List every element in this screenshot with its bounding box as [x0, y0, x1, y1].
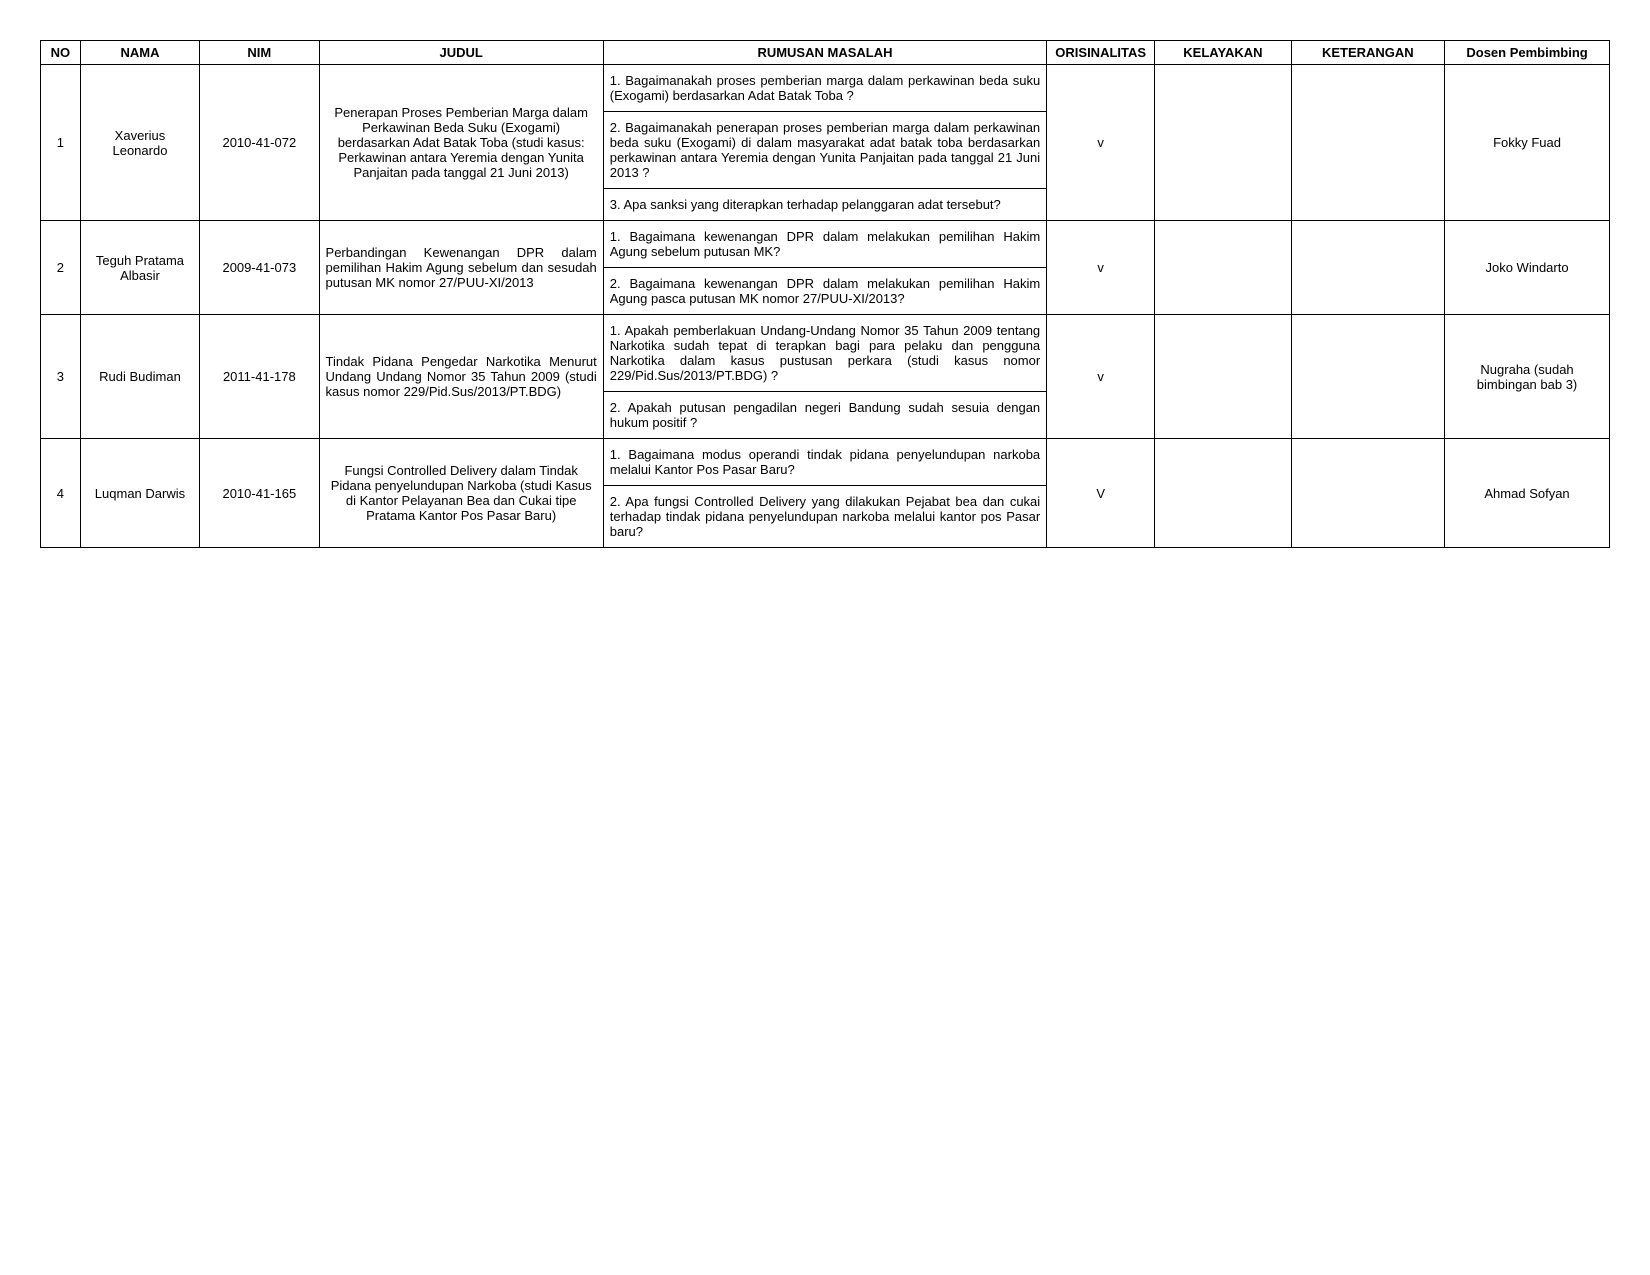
- cell-nama: Luqman Darwis: [80, 439, 199, 548]
- cell-nama: Teguh Pratama Albasir: [80, 221, 199, 315]
- cell-no: 4: [41, 439, 81, 548]
- cell-kelayakan: [1155, 315, 1291, 439]
- col-header-orisinalitas: ORISINALITAS: [1047, 41, 1155, 65]
- col-header-dosen: Dosen Pembimbing: [1445, 41, 1610, 65]
- cell-nama: Xaverius Leonardo: [80, 65, 199, 221]
- col-header-judul: JUDUL: [319, 41, 603, 65]
- cell-dosen: Nugraha (sudah bimbingan bab 3): [1445, 315, 1610, 439]
- col-header-kelayakan: KELAYAKAN: [1155, 41, 1291, 65]
- cell-dosen: Ahmad Sofyan: [1445, 439, 1610, 548]
- cell-no: 2: [41, 221, 81, 315]
- cell-rumusan: 2. Bagaimana kewenangan DPR dalam melaku…: [603, 268, 1046, 315]
- cell-orisinalitas: v: [1047, 315, 1155, 439]
- cell-judul: Perbandingan Kewenangan DPR dalam pemili…: [319, 221, 603, 315]
- cell-kelayakan: [1155, 221, 1291, 315]
- table-row: 2 Teguh Pratama Albasir 2009-41-073 Perb…: [41, 221, 1610, 268]
- cell-dosen: Joko Windarto: [1445, 221, 1610, 315]
- thesis-review-table: NO NAMA NIM JUDUL RUMUSAN MASALAH ORISIN…: [40, 40, 1610, 548]
- cell-nim: 2010-41-165: [200, 439, 319, 548]
- cell-rumusan: 2. Apa fungsi Controlled Delivery yang d…: [603, 486, 1046, 548]
- cell-rumusan: 2. Bagaimanakah penerapan proses pemberi…: [603, 112, 1046, 189]
- cell-orisinalitas: v: [1047, 65, 1155, 221]
- table-header-row: NO NAMA NIM JUDUL RUMUSAN MASALAH ORISIN…: [41, 41, 1610, 65]
- cell-keterangan: [1291, 221, 1444, 315]
- cell-keterangan: [1291, 315, 1444, 439]
- cell-rumusan: 1. Apakah pemberlakuan Undang-Undang Nom…: [603, 315, 1046, 392]
- cell-dosen: Fokky Fuad: [1445, 65, 1610, 221]
- cell-orisinalitas: V: [1047, 439, 1155, 548]
- cell-keterangan: [1291, 65, 1444, 221]
- cell-nim: 2010-41-072: [200, 65, 319, 221]
- cell-rumusan: 1. Bagaimanakah proses pemberian marga d…: [603, 65, 1046, 112]
- cell-rumusan: 2. Apakah putusan pengadilan negeri Band…: [603, 392, 1046, 439]
- cell-judul: Fungsi Controlled Delivery dalam Tindak …: [319, 439, 603, 548]
- table-row: 4 Luqman Darwis 2010-41-165 Fungsi Contr…: [41, 439, 1610, 486]
- cell-nim: 2009-41-073: [200, 221, 319, 315]
- col-header-nama: NAMA: [80, 41, 199, 65]
- cell-kelayakan: [1155, 65, 1291, 221]
- col-header-nim: NIM: [200, 41, 319, 65]
- cell-rumusan: 1. Bagaimana modus operandi tindak pidan…: [603, 439, 1046, 486]
- cell-keterangan: [1291, 439, 1444, 548]
- cell-judul: Tindak Pidana Pengedar Narkotika Menurut…: [319, 315, 603, 439]
- cell-kelayakan: [1155, 439, 1291, 548]
- cell-nama: Rudi Budiman: [80, 315, 199, 439]
- cell-no: 3: [41, 315, 81, 439]
- cell-no: 1: [41, 65, 81, 221]
- cell-rumusan: 3. Apa sanksi yang diterapkan terhadap p…: [603, 189, 1046, 221]
- cell-nim: 2011-41-178: [200, 315, 319, 439]
- table-row: 1 Xaverius Leonardo 2010-41-072 Penerapa…: [41, 65, 1610, 112]
- col-header-rumusan: RUMUSAN MASALAH: [603, 41, 1046, 65]
- table-row: 3 Rudi Budiman 2011-41-178 Tindak Pidana…: [41, 315, 1610, 392]
- cell-judul: Penerapan Proses Pemberian Marga dalam P…: [319, 65, 603, 221]
- cell-rumusan: 1. Bagaimana kewenangan DPR dalam melaku…: [603, 221, 1046, 268]
- cell-orisinalitas: v: [1047, 221, 1155, 315]
- col-header-keterangan: KETERANGAN: [1291, 41, 1444, 65]
- col-header-no: NO: [41, 41, 81, 65]
